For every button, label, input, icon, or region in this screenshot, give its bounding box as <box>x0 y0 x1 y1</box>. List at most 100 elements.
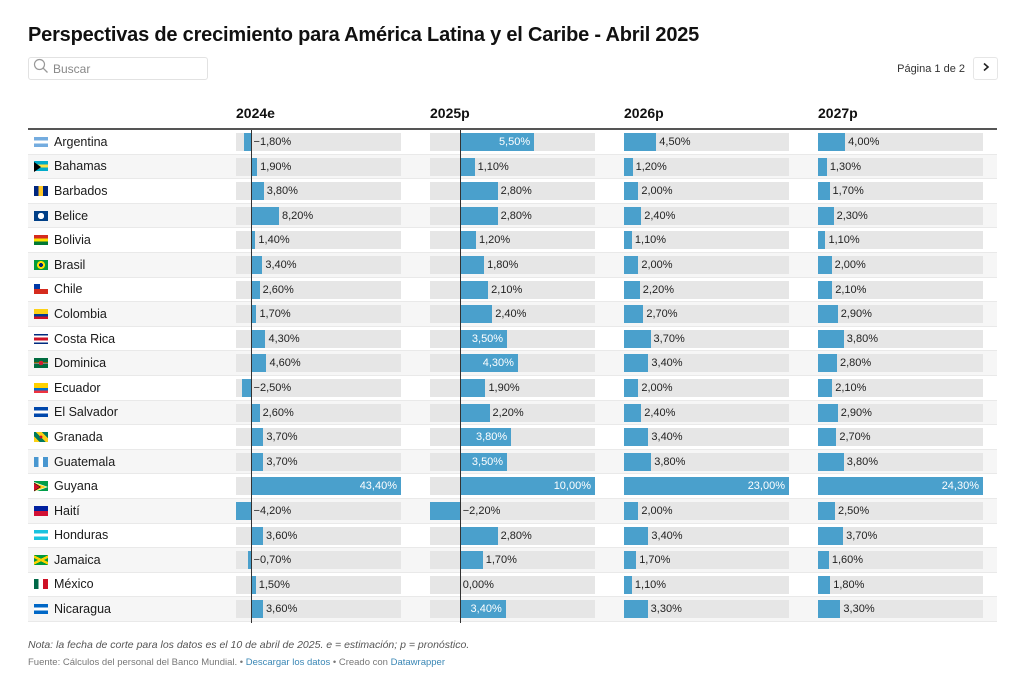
value-bar <box>459 526 498 545</box>
value-label: 1,10% <box>828 234 860 247</box>
value-cell-2025p: 1,10% <box>430 157 595 176</box>
value-cell-2027p: 2,50% <box>818 501 983 520</box>
value-bar <box>818 378 833 397</box>
value-bar <box>624 280 640 299</box>
value-bar <box>241 378 251 397</box>
value-label: 3,80% <box>654 455 686 468</box>
value-label: 1,10% <box>634 234 667 247</box>
value-label: 3,30% <box>843 603 875 616</box>
column-header-2024e[interactable]: 2024e <box>236 105 275 121</box>
value-cell-2026p: 2,00% <box>624 182 789 201</box>
value-label: 3,80% <box>846 455 878 468</box>
value-cell-2026p: 2,00% <box>624 501 789 520</box>
datawrapper-link[interactable]: Datawrapper <box>390 657 445 668</box>
value-cell-2026p: 3,30% <box>624 600 789 619</box>
value-cell-2025p: 1,90% <box>430 378 595 397</box>
country-name: Ecuador <box>34 376 101 400</box>
value-cell-2025p: 3,50% <box>430 452 595 471</box>
country-name: Bahamas <box>34 155 107 179</box>
download-data-link[interactable]: Descargar los datos <box>245 657 331 668</box>
table-row: Bolivia 1,40% 1,20% 1,10% 1,10% <box>28 228 997 253</box>
value-cell-2024e: 3,80% <box>236 182 401 201</box>
value-bar <box>818 600 841 619</box>
value-bar <box>818 329 844 348</box>
country-label: Dominica <box>54 356 107 371</box>
value-label: 1,80% <box>487 258 519 271</box>
value-bar <box>818 206 834 225</box>
value-cell-2027p: 3,70% <box>818 526 983 545</box>
value-label: 3,60% <box>266 529 298 542</box>
next-page-button[interactable] <box>973 57 998 80</box>
value-label: −0,70% <box>253 554 292 567</box>
value-bar <box>250 255 263 274</box>
country-name: México <box>34 573 94 597</box>
value-cell-2026p: 2,00% <box>624 378 789 397</box>
country-label: Belice <box>54 208 89 223</box>
value-bar <box>818 231 826 250</box>
value-cell-2026p: 1,10% <box>624 575 789 594</box>
value-bar <box>459 157 475 176</box>
country-name: Bolivia <box>34 228 91 252</box>
value-bar <box>250 403 260 422</box>
value-cell-2026p: 2,20% <box>624 280 789 299</box>
column-header-2026p[interactable]: 2026p <box>624 105 664 121</box>
value-bar <box>624 231 632 250</box>
value-bar <box>624 452 652 471</box>
value-cell-2024e: 3,40% <box>236 255 401 274</box>
value-bar <box>624 600 648 619</box>
flag-costa-rica-icon <box>34 333 48 344</box>
value-label: 2,70% <box>646 308 678 321</box>
column-header-2027p[interactable]: 2027p <box>818 105 858 121</box>
flag-barbados-icon <box>34 185 48 196</box>
value-label: 3,40% <box>651 431 683 444</box>
value-bar <box>459 133 535 151</box>
value-label: 4,00% <box>848 136 880 148</box>
value-bar <box>248 551 251 570</box>
table-row: Haití −4,20% −2,20% 2,00% 2,50% <box>28 498 997 524</box>
value-cell-2025p: 2,40% <box>430 305 595 324</box>
country-label: Costa Rica <box>54 331 116 346</box>
country-name: Guyana <box>34 474 98 498</box>
chevron-right-icon <box>981 62 991 75</box>
value-cell-2024e: 8,20% <box>236 206 401 225</box>
value-cell-2027p: 2,10% <box>818 378 983 397</box>
value-cell-2024e: −1,80% <box>236 133 401 151</box>
search-icon <box>33 58 49 79</box>
value-bar <box>624 157 633 176</box>
value-cell-2024e: 1,70% <box>236 305 401 324</box>
value-label: 2,80% <box>500 209 532 222</box>
country-name: Nicaragua <box>34 597 111 621</box>
value-cell-2026p: 3,70% <box>624 329 789 348</box>
value-label: 2,40% <box>495 308 527 321</box>
value-bar <box>459 551 483 570</box>
value-bar <box>459 182 498 201</box>
value-cell-2025p: 1,80% <box>430 255 595 274</box>
value-bar <box>818 354 837 373</box>
value-label: 2,00% <box>641 185 673 198</box>
country-label: Guatemala <box>54 454 116 469</box>
value-label: 1,20% <box>635 160 667 173</box>
value-bar <box>459 477 595 496</box>
flag-mexico-icon <box>34 579 48 590</box>
separator: • <box>239 657 244 668</box>
table-body: Argentina −1,80% 5,50% 4,50% 4,00% Bahamas 1,9… <box>28 130 997 622</box>
search-input[interactable] <box>53 61 203 76</box>
value-bar <box>624 182 639 201</box>
value-bar <box>250 600 264 619</box>
value-label: 3,70% <box>846 529 878 542</box>
value-label: 1,30% <box>829 160 862 173</box>
column-header-2025p[interactable]: 2025p <box>430 105 470 121</box>
flag-honduras-icon <box>34 530 48 541</box>
country-label: Nicaragua <box>54 602 111 617</box>
value-bar <box>818 133 846 151</box>
search-box[interactable] <box>28 57 208 80</box>
value-bar <box>624 378 639 397</box>
value-cell-2024e: −4,20% <box>236 501 401 520</box>
value-label: 3,50% <box>471 332 504 345</box>
value-cell-2025p: 5,50% <box>430 133 595 151</box>
value-label: 2,10% <box>835 381 867 394</box>
value-bar <box>236 501 251 520</box>
zero-baseline <box>250 130 252 623</box>
country-label: México <box>54 577 94 592</box>
value-bar <box>250 477 401 496</box>
